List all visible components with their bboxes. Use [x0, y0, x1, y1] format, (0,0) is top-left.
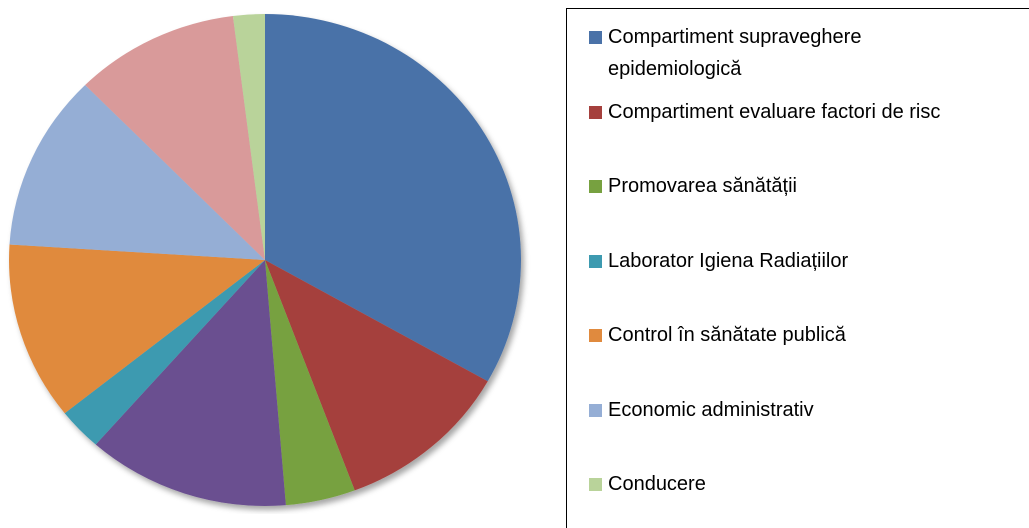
legend-label: Compartiment evaluare factori de risc: [608, 100, 941, 123]
pie-slice: [265, 14, 521, 382]
pie-slice: [95, 260, 286, 506]
page: {"chart_data": {"type": "pie", "categori…: [9, 8, 1029, 528]
pie-slice: [232, 14, 265, 260]
legend-label: Conducere: [608, 473, 706, 495]
legend-swatch: [589, 105, 602, 119]
legend-item: Laborator Igiena Radiațiilor: [589, 245, 1009, 277]
legend-swatch: [589, 329, 602, 342]
pie-slice: [85, 15, 265, 260]
pie-slice: [265, 260, 488, 491]
slices: [9, 14, 521, 506]
legend-item: Compartiment evaluare factori de risc: [589, 96, 1009, 128]
legend-label: Promovarea sănătății: [608, 175, 797, 197]
legend-swatch: [589, 31, 602, 44]
pie-chart: [9, 14, 521, 506]
legend: Compartiment supraveghere epidemiologică…: [566, 8, 1029, 528]
legend-swatch: [589, 180, 602, 193]
legend-item: Conducere: [589, 468, 1009, 500]
legend-label: Control în sănătate publică: [608, 324, 846, 346]
pie-slice: [64, 260, 266, 445]
legend-item: Compartiment supraveghere epidemiologică: [589, 21, 1009, 85]
legend-label: Laborator Igiena Radiațiilor: [608, 249, 849, 272]
pie-slice: [265, 260, 355, 506]
pie-slice: [9, 244, 266, 414]
legend-item: Promovarea sănătății: [589, 170, 1009, 202]
legend-item: Economic administrativ: [589, 394, 1009, 426]
legend-swatch: [589, 478, 602, 491]
legend-swatch: [589, 254, 602, 268]
legend-item: Control în sănătate publică: [589, 319, 1009, 351]
legend-label: Economic administrativ: [608, 398, 814, 421]
legend-swatch: [589, 403, 602, 417]
pie-slice: [9, 84, 265, 261]
legend-label: Compartiment supraveghere epidemiologică: [608, 26, 862, 80]
